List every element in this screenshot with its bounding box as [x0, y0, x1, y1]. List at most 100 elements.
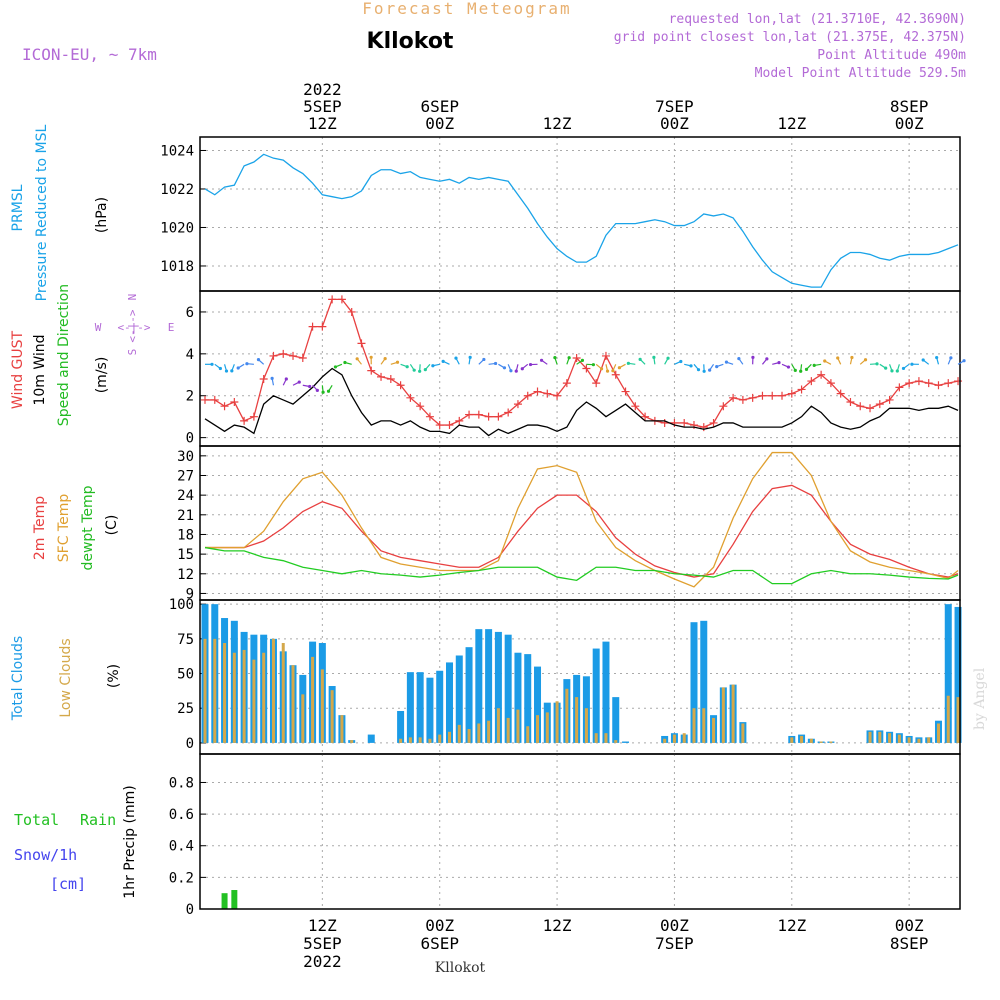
wind-arrow-head — [418, 369, 422, 373]
bar — [231, 890, 238, 909]
wind-arrow-head — [708, 368, 712, 372]
bar — [534, 666, 542, 743]
gust-marker — [377, 372, 386, 381]
gust-marker — [289, 351, 298, 360]
svg-text:Total: Total — [14, 811, 59, 829]
y-tick-label: 9 — [186, 586, 194, 602]
gust-marker — [543, 389, 552, 398]
wind-arrow-head — [850, 355, 854, 360]
gust-marker — [934, 381, 943, 390]
gust-marker — [768, 391, 777, 400]
wind-arrow-head — [218, 366, 222, 371]
gust-marker — [533, 387, 542, 396]
bottom-time-label: 5SEP — [303, 934, 342, 953]
wind-arrow-head — [724, 360, 729, 364]
top-time-label: 5SEP — [303, 97, 342, 116]
bar — [809, 738, 813, 743]
series-line — [205, 451, 959, 588]
bar — [700, 620, 708, 743]
bar — [555, 701, 559, 743]
wind-arrow-head — [804, 367, 809, 371]
gust-marker — [709, 418, 718, 427]
bar — [946, 695, 950, 743]
bar — [868, 731, 872, 743]
gust-marker — [406, 393, 415, 402]
bar — [252, 659, 256, 743]
gust-marker — [621, 387, 630, 396]
bar — [262, 652, 266, 743]
wind-arrow-head — [297, 380, 301, 384]
gust-marker — [807, 377, 816, 386]
bar — [447, 731, 451, 743]
y-tick-label: 100 — [169, 597, 194, 613]
wind-arrow-head — [799, 369, 803, 373]
wind-arrow-head — [679, 359, 683, 364]
bar — [741, 723, 745, 743]
gust-marker — [396, 381, 405, 390]
svg-text:SFC Temp: SFC Temp — [56, 494, 72, 563]
wind-arrow-head — [895, 369, 899, 373]
bar — [416, 672, 424, 743]
wind-arrow-head — [786, 365, 791, 369]
gust-marker — [601, 351, 610, 360]
bar — [888, 733, 892, 743]
bar — [800, 735, 804, 743]
bar — [575, 697, 579, 743]
gust-marker — [435, 421, 444, 430]
wind-arrow-head — [812, 363, 816, 368]
wind-arrow-head — [454, 356, 458, 360]
wind-arrow-head — [890, 369, 894, 373]
gust-marker — [220, 402, 229, 411]
bar — [604, 733, 608, 743]
wind-arrow-head — [514, 369, 518, 373]
wind-arrow-head — [355, 357, 359, 361]
wind-compass: N W E S <-|-> <-|-> — [95, 294, 175, 356]
y-tick-label: 1020 — [160, 220, 194, 236]
wind-arrow-head — [230, 369, 234, 373]
bar — [467, 729, 471, 743]
bar — [584, 708, 588, 743]
wind-arrow-head — [652, 355, 656, 359]
bar — [954, 606, 962, 743]
panel-frame — [199, 445, 961, 601]
bottom-time-label: 12Z — [777, 916, 806, 935]
wind-arrow-head — [765, 357, 769, 361]
gust-marker — [201, 395, 209, 404]
wind-arrow-head — [284, 377, 288, 381]
gust-marker — [641, 412, 650, 421]
gust-marker — [758, 391, 767, 400]
bar — [213, 638, 217, 743]
svg-text:1hr Precip (mm): 1hr Precip (mm) — [122, 785, 138, 898]
wind-arrow-head — [617, 366, 622, 370]
gust-marker — [259, 374, 268, 383]
wind-arrow-head — [395, 360, 400, 364]
gust-marker — [631, 402, 640, 411]
series-line — [204, 153, 959, 288]
panel-frame — [199, 290, 961, 447]
wind-arrow-head — [321, 390, 325, 394]
gust-marker — [866, 404, 875, 413]
bar — [663, 738, 667, 743]
top-time-label: 00Z — [895, 114, 924, 133]
bar — [408, 737, 412, 743]
wind-arrow-head — [528, 362, 533, 367]
gust-marker — [875, 400, 884, 409]
temperature-panel: 9 12 15 18 21 24 27 30 — [177, 445, 961, 602]
gust-marker — [778, 391, 787, 400]
svg-text:(hPa): (hPa) — [94, 197, 110, 233]
top-time-label: 12Z — [308, 114, 337, 133]
svg-text:Wind GUST: Wind GUST — [10, 330, 26, 409]
bar — [242, 649, 246, 743]
gust-marker — [230, 398, 239, 407]
wind-arrow-head — [884, 366, 888, 370]
precip-ylabel: Total Rain Snow/1h [cm] 1hr Precip (mm) — [14, 785, 138, 898]
bar — [878, 731, 882, 743]
y-tick-label: 0.4 — [169, 839, 194, 855]
wind-arrow-head — [383, 357, 387, 361]
bar — [428, 738, 432, 743]
bar — [367, 734, 375, 743]
bar — [672, 734, 676, 743]
y-tick-label: 27 — [177, 468, 194, 484]
panel-frame — [199, 753, 961, 910]
gust-marker — [856, 402, 865, 411]
